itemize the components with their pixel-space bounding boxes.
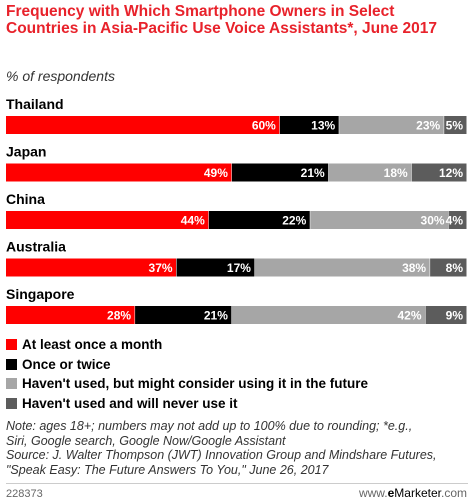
category-label-australia: Australia bbox=[6, 239, 66, 255]
source-line: "Speak Easy: The Future Answers To You,"… bbox=[6, 462, 329, 477]
data-label-singapore-3: 9% bbox=[446, 309, 464, 323]
bar-segment-japan-2[interactable] bbox=[328, 163, 412, 182]
legend-label-once-or-twice: Once or twice bbox=[22, 356, 111, 372]
bar-segment-singapore-1[interactable] bbox=[135, 306, 232, 324]
data-label-australia-0: 37% bbox=[149, 261, 173, 275]
stacked-bar-chart: Thailand 60% 13% 23% 5% Japan 49% 21% 18% 12% Chin… bbox=[6, 96, 467, 324]
data-label-singapore-2: 42% bbox=[397, 309, 421, 323]
bar-segment-thailand-0[interactable] bbox=[6, 116, 280, 134]
legend-label-monthly: At least once a month bbox=[22, 337, 163, 353]
data-label-thailand-3: 5% bbox=[446, 119, 464, 133]
bar-segment-japan-0[interactable] bbox=[6, 163, 232, 182]
chart-legend: At least once a month Once or twice Have… bbox=[6, 335, 471, 413]
bar-segment-singapore-0[interactable] bbox=[6, 306, 135, 324]
footnote: Note: ages 18+; numbers may not add up t… bbox=[6, 419, 468, 477]
brand-suffix: .com bbox=[440, 486, 467, 500]
bar-segment-china-3[interactable] bbox=[448, 211, 467, 229]
brand-prefix: www. bbox=[358, 486, 388, 500]
data-label-singapore-1: 21% bbox=[204, 309, 228, 323]
bar-segment-thailand-2[interactable] bbox=[339, 116, 444, 134]
category-label-china: China bbox=[6, 191, 45, 207]
footer-divider bbox=[6, 483, 468, 484]
data-label-japan-2: 18% bbox=[384, 166, 408, 180]
bar-segment-australia-0[interactable] bbox=[6, 258, 177, 277]
bar-segment-singapore-2[interactable] bbox=[231, 306, 426, 324]
data-label-japan-1: 21% bbox=[301, 166, 325, 180]
bar-segment-thailand-1[interactable] bbox=[279, 116, 339, 134]
data-label-china-0: 44% bbox=[181, 214, 205, 228]
data-label-thailand-0: 60% bbox=[252, 119, 276, 133]
legend-label-might-consider: Haven't used, but might consider using i… bbox=[22, 376, 368, 392]
data-label-thailand-2: 23% bbox=[416, 119, 440, 133]
bar-segment-china-1[interactable] bbox=[208, 211, 310, 229]
bar-segment-australia-2[interactable] bbox=[254, 258, 430, 277]
source-line: Source: J. Walter Thompson (JWT) Innovat… bbox=[6, 448, 437, 462]
data-label-australia-3: 8% bbox=[446, 261, 464, 275]
chart-subtitle: % of respondents bbox=[6, 68, 115, 84]
bar-segment-china-2[interactable] bbox=[310, 211, 449, 229]
chart-title: Frequency with Which Smartphone Owners i… bbox=[6, 3, 438, 37]
data-label-china-1: 22% bbox=[282, 214, 306, 228]
legend-item-once-or-twice: Once or twice bbox=[6, 355, 471, 375]
bar-segment-japan-1[interactable] bbox=[231, 163, 329, 182]
bar-segment-japan-3[interactable] bbox=[411, 163, 467, 182]
data-label-thailand-1: 13% bbox=[311, 119, 335, 133]
brand-e: e bbox=[387, 486, 395, 500]
footnote-line: Siri, Google search, Google Now/Google A… bbox=[6, 433, 286, 448]
category-label-singapore: Singapore bbox=[6, 286, 75, 302]
legend-item-never-use: Haven't used and will never use it bbox=[6, 394, 471, 414]
legend-swatch-might-consider bbox=[6, 378, 17, 390]
data-label-australia-1: 17% bbox=[227, 261, 251, 275]
brand-name: Marketer bbox=[394, 486, 441, 500]
legend-swatch-once-or-twice bbox=[6, 358, 17, 370]
data-label-japan-3: 12% bbox=[439, 166, 463, 180]
legend-swatch-never-use bbox=[6, 397, 17, 409]
data-label-australia-2: 38% bbox=[402, 261, 426, 275]
data-label-china-2: 30% bbox=[421, 214, 445, 228]
legend-item-might-consider: Haven't used, but might consider using i… bbox=[6, 374, 471, 394]
legend-item-monthly: At least once a month bbox=[6, 335, 471, 355]
bar-segment-australia-3[interactable] bbox=[430, 258, 467, 277]
category-label-japan: Japan bbox=[6, 144, 46, 160]
legend-swatch-monthly bbox=[6, 339, 17, 351]
bar-segment-china-0[interactable] bbox=[6, 211, 209, 229]
footnote-line: Note: ages 18+; numbers may not add up t… bbox=[6, 419, 413, 433]
legend-label-never-use: Haven't used and will never use it bbox=[22, 395, 238, 411]
bar-segment-thailand-3[interactable] bbox=[444, 116, 467, 134]
chart-id: 228373 bbox=[6, 488, 43, 500]
data-label-china-3: 4% bbox=[446, 214, 464, 228]
data-label-japan-0: 49% bbox=[204, 166, 228, 180]
bar-segment-australia-1[interactable] bbox=[176, 258, 255, 277]
brand-logo[interactable]: www.eMarketer.com bbox=[359, 486, 467, 500]
category-label-thailand: Thailand bbox=[6, 96, 64, 112]
data-label-singapore-0: 28% bbox=[107, 309, 131, 323]
bar-segment-singapore-3[interactable] bbox=[425, 306, 467, 324]
